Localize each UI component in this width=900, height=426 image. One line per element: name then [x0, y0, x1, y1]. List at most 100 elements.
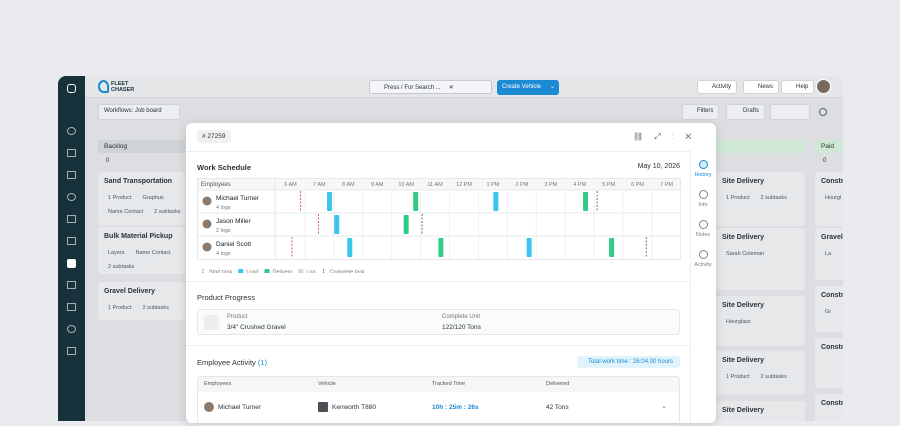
section-title: Work Schedule — [197, 163, 252, 172]
avatar — [204, 402, 214, 412]
employee-avatar — [202, 242, 212, 252]
column-header: Backlog — [98, 140, 185, 153]
job-card[interactable]: Sand Transportation 1 Product Graphus Name … — [98, 172, 185, 225]
schedule-bar — [334, 215, 340, 234]
tab-icon — [698, 190, 708, 199]
schedule-date: May 10, 2026 — [637, 163, 680, 170]
nav-activity[interactable]: Activity — [697, 80, 738, 94]
filters[interactable]: Filters — [682, 104, 720, 120]
job-card[interactable]: Site Delivery Hourglass — [716, 296, 805, 346]
cell: 42 Tons — [546, 404, 569, 411]
x-tick-label: 7 AM — [313, 182, 326, 188]
employee-name: Daniel Scott — [216, 241, 251, 248]
tag: 2 subtasks — [138, 303, 173, 313]
job-card[interactable]: Gravel Delivery 1 Product 2 subtasks — [98, 282, 185, 320]
tab[interactable]: Notes — [690, 220, 716, 250]
nav-news[interactable]: News — [743, 80, 780, 94]
avatar[interactable] — [816, 79, 831, 94]
legend-label: Start task — [209, 270, 232, 274]
nav-help[interactable]: Help — [781, 80, 815, 94]
table-header: Employees Vehicle Tracked Time Delivered — [198, 377, 679, 392]
tag-row: La — [821, 249, 843, 259]
employee-logs: 4 logs — [216, 251, 231, 257]
divider — [186, 281, 690, 282]
card-title: Site Delivery — [722, 178, 765, 185]
legend-label: Complete task — [330, 270, 365, 274]
job-card[interactable]: Site Delivery 1 Product 2 subtasks — [716, 351, 805, 395]
workflow-select[interactable]: Workflows: Job board — [98, 104, 180, 120]
board: Backlog 0 Sand Transportation 1 Product Grap… — [58, 76, 843, 421]
view-toggle[interactable] — [770, 104, 810, 120]
tab-label: Activity — [694, 262, 712, 268]
job-card[interactable]: Site Delivery 1 Product 2 subtasks — [716, 172, 805, 226]
header-divider — [186, 151, 690, 152]
product-label: Product — [227, 314, 248, 320]
card-title: Site Delivery — [722, 407, 765, 414]
schedule-bar — [327, 192, 333, 211]
card-title: Bulk Material Pickup — [104, 233, 173, 240]
job-card[interactable]: Bulk Material Pickup Layers Name Contact 2 … — [98, 227, 185, 274]
job-card[interactable]: Constr — [815, 394, 843, 421]
x-tick-label: 2 PM — [515, 182, 528, 188]
tag: Hourglass — [722, 317, 755, 327]
schedule-bar — [609, 238, 615, 257]
tab[interactable]: Info — [690, 190, 716, 220]
product-box: Product 3/4" Crushed Gravel Complete Uni… — [197, 309, 680, 335]
card-title: Gravel — [821, 234, 843, 241]
tag-row: 1 Product 2 subtasks — [722, 193, 799, 203]
card-title: Site Delivery — [722, 357, 765, 364]
card-title: Sand Transportation — [104, 178, 173, 185]
header-bg — [197, 178, 681, 190]
logo-text: FLEET CHASER — [111, 81, 134, 93]
search-box[interactable]: Press / For Search ... ✕ — [369, 80, 492, 94]
brand: CHASER — [111, 87, 135, 93]
modal-actions[interactable]: ⛓ ⤢ ⋮ ✕ — [633, 132, 692, 141]
page: FLEET CHASER Press / For Search ... ✕ Crea… — [58, 76, 843, 426]
tab-label: Info — [698, 202, 708, 208]
job-card[interactable]: Gravel La — [815, 228, 843, 280]
x-tick-label: 11 AM — [428, 182, 444, 188]
legend-swatch — [264, 269, 270, 273]
tag: Layers — [104, 248, 129, 258]
card-title: Constr — [821, 292, 843, 299]
legend-label: Log — [306, 270, 315, 274]
tab-label: Notes — [695, 232, 711, 238]
card-title: Gravel Delivery — [104, 288, 155, 295]
x-tick-label: 10 AM — [398, 182, 414, 188]
column-header: Paid — [815, 140, 843, 153]
column-count: 0 — [106, 158, 110, 164]
column-title: Backlog — [104, 143, 128, 150]
job-card[interactable]: Site Delivery — [716, 401, 805, 421]
x-tick-label: 8 AM — [342, 182, 355, 188]
job-card[interactable]: Constr Hourgl — [815, 172, 843, 226]
tag: 2 subtasks — [104, 262, 139, 272]
tag: La — [821, 249, 836, 259]
tag: Gr — [821, 307, 836, 317]
employee-avatar — [202, 219, 212, 229]
x-tick-label: 7 PM — [660, 182, 673, 188]
row-expand[interactable]: ⌄ — [661, 403, 667, 410]
create-vehicle[interactable]: Create Vehicle ⌄ — [497, 80, 559, 95]
tab-icon — [698, 160, 708, 169]
tab-label: History — [694, 172, 712, 178]
tag: Name Contact — [104, 207, 148, 217]
settings-icon[interactable] — [819, 108, 827, 116]
tag-row: 1 Product 2 subtasks — [722, 372, 799, 382]
x-tick-label: 4 PM — [573, 182, 586, 188]
job-card[interactable]: Constr Gr — [815, 286, 843, 332]
tag: Sarah Coleman — [722, 249, 769, 259]
employee-logs: 4 logs — [216, 205, 231, 211]
x-tick-label: 6 PM — [631, 182, 644, 188]
job-card[interactable]: Constr — [815, 338, 843, 388]
drafts[interactable]: Drafts — [726, 104, 766, 120]
card-title: Constr — [821, 344, 843, 351]
tag: Name Contact — [131, 248, 175, 258]
tab-rail — [690, 151, 716, 423]
tag: 2 subtasks — [756, 193, 791, 203]
section-title: Employee Activity (1) — [197, 358, 267, 367]
tab[interactable]: History — [690, 160, 716, 190]
product-icon — [204, 315, 219, 330]
employee-logs: 2 logs — [216, 228, 231, 234]
tab[interactable]: Activity — [690, 250, 716, 280]
job-card[interactable]: Site Delivery Sarah Coleman — [716, 228, 805, 290]
